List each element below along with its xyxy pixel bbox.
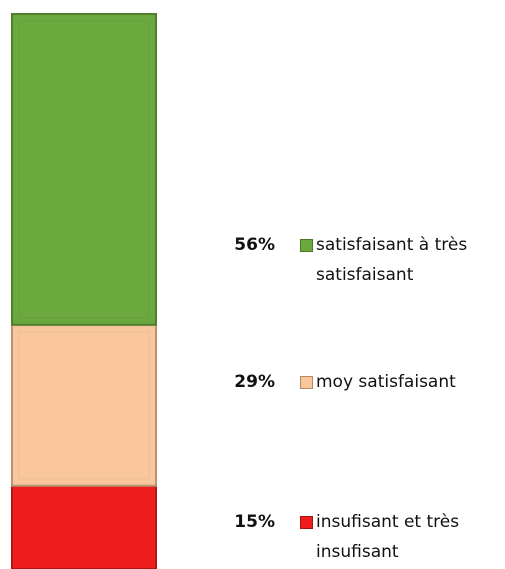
bar-highlight: [18, 492, 150, 563]
bar-segment: [11, 484, 157, 569]
bar-segment: [11, 13, 157, 326]
legend-swatch: [300, 376, 313, 389]
legend-label: moy satisfaisant: [316, 372, 456, 392]
legend-label: satisfaisant à très satisfaisant: [316, 235, 468, 285]
bar-segment: [11, 323, 157, 487]
bar-highlight: [18, 331, 150, 480]
bar-highlight: [18, 20, 150, 319]
data-label: 15%: [234, 512, 275, 532]
legend-swatch: [300, 516, 313, 529]
data-label: 56%: [234, 235, 275, 255]
legend-label: insufisant et très insufisant: [316, 512, 460, 562]
data-label: 29%: [234, 372, 275, 392]
legend-swatch: [300, 239, 313, 252]
